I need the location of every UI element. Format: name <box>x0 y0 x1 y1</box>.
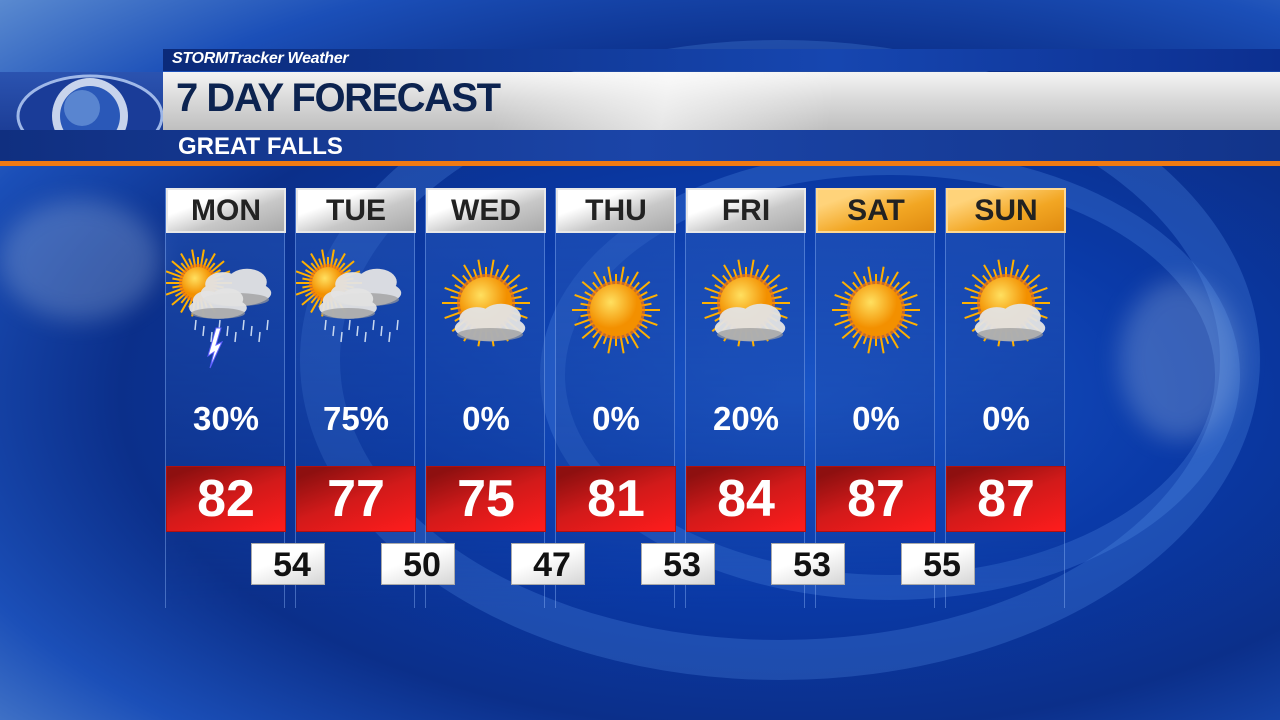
precip-chance: 0% <box>462 400 510 437</box>
brand-label: STORMTracker Weather <box>172 50 349 67</box>
precip-chance: 0% <box>592 400 640 437</box>
high-temp: 81 <box>556 466 676 532</box>
day-label: MON <box>166 188 286 233</box>
precip-chance: 30% <box>192 400 260 437</box>
precip-chance: 0% <box>852 400 900 437</box>
day-label: FRI <box>686 188 806 233</box>
low-temp: 54 <box>251 543 325 585</box>
high-temp: 87 <box>946 466 1066 532</box>
sunny-icon <box>556 248 676 378</box>
low-temp: 53 <box>641 543 715 585</box>
precip-chance: 75% <box>322 400 390 437</box>
day-label: SUN <box>946 188 1066 233</box>
forecast-day-sun: SUN 0% 87 <box>945 188 1066 608</box>
forecast-day-thu: THU 0% 81 <box>555 188 676 608</box>
sunny-icon <box>816 248 936 378</box>
day-label: WED <box>426 188 546 233</box>
accent-divider <box>0 161 1280 166</box>
location-bar <box>0 130 1280 162</box>
forecast-day-tue: TUE 75% 77 <box>294 188 416 608</box>
day-label: TUE <box>296 188 416 233</box>
low-temp: 55 <box>901 543 975 585</box>
forecast-day-mon: MON 30% 82 <box>164 188 286 608</box>
background-cloud <box>0 200 160 320</box>
location-label: GREAT FALLS <box>178 133 343 160</box>
day-label: SAT <box>816 188 936 233</box>
precip-chance: 0% <box>982 400 1030 437</box>
background-cloud <box>1120 280 1240 440</box>
high-temp: 84 <box>686 466 806 532</box>
page-title: 7 DAY FORECAST <box>176 76 501 120</box>
low-temp: 50 <box>381 543 455 585</box>
low-temp: 47 <box>511 543 585 585</box>
partly-sunny-thunderstorm-icon <box>164 248 286 378</box>
low-temp: 53 <box>771 543 845 585</box>
title-bar <box>163 72 1280 130</box>
forecast-day-fri: FRI 20% 84 <box>685 188 806 608</box>
high-temp: 82 <box>166 466 286 532</box>
precip-chance: 20% <box>712 400 780 437</box>
brand-strip <box>163 49 1280 71</box>
high-temp: 75 <box>426 466 546 532</box>
mostly-sunny-icon <box>946 248 1066 378</box>
day-label: THU <box>556 188 676 233</box>
forecast-day-sat: SAT 0% 87 <box>815 188 936 608</box>
forecast-day-wed: WED 0% 75 <box>425 188 546 608</box>
mostly-sunny-icon <box>426 248 546 378</box>
partly-sunny-rain-icon <box>294 248 416 378</box>
high-temp: 87 <box>816 466 936 532</box>
mostly-sunny-icon <box>686 248 806 378</box>
high-temp: 77 <box>296 466 416 532</box>
